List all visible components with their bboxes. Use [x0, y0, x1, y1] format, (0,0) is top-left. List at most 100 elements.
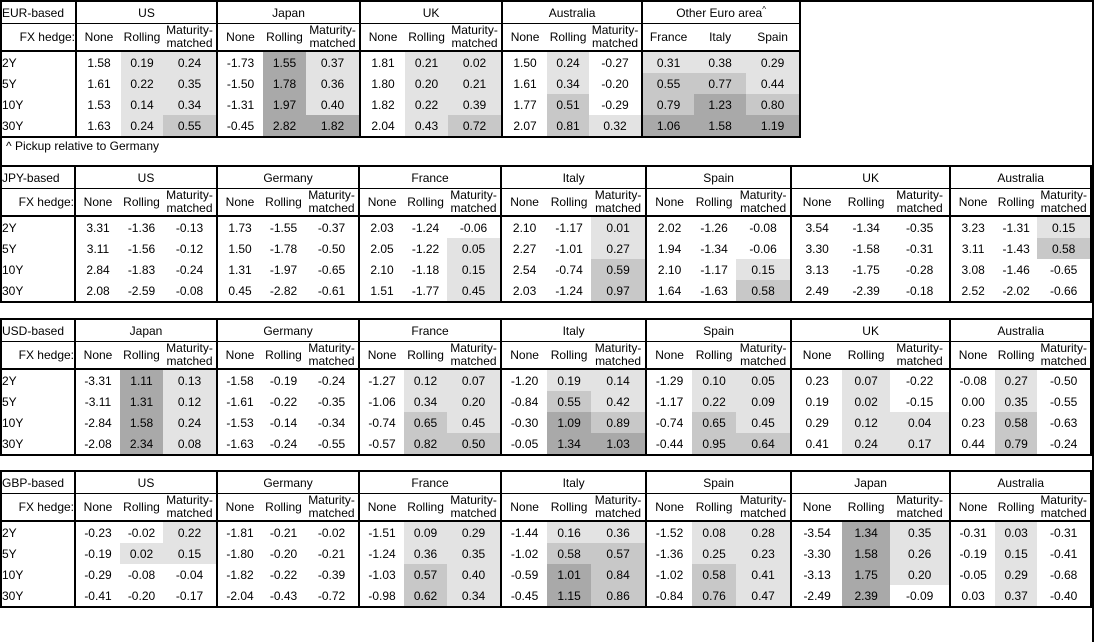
- hedge-column-header: Maturity-matched: [163, 188, 218, 217]
- hedge-column-header: Rolling: [842, 493, 891, 522]
- value-cell: 0.51: [547, 94, 590, 115]
- value-cell: -0.21: [269, 525, 298, 540]
- value-cell: 0.14: [121, 94, 163, 115]
- hedge-column-header: Rolling: [547, 188, 592, 217]
- value-cell: 0.12: [163, 391, 218, 412]
- hedge-column-header: Maturity-matched: [736, 188, 792, 217]
- hedge-column-header: Rolling: [262, 341, 306, 370]
- value-cell: 0.14: [591, 369, 647, 391]
- value-cell: -1.20: [500, 369, 548, 391]
- value-cell: 0.58: [547, 543, 592, 564]
- tenor-label: 2Y: [2, 525, 17, 540]
- value-cell: -0.22: [269, 394, 298, 409]
- hedge-column-header: Maturity-matched: [447, 341, 502, 370]
- hedge-column-header: Maturity-matched: [890, 188, 951, 217]
- value-cell: 1.82: [306, 115, 361, 137]
- value-cell: 0.25: [692, 543, 737, 564]
- value-cell: 2.49: [790, 280, 843, 302]
- hedge-column-header: None: [949, 341, 996, 370]
- value-cell: 0.64: [736, 433, 792, 455]
- tenor-row-10y: 10Y -2.84 1.58 0.24 -1.53 -0.14 -0.34 -0.74 0.65…: [1, 412, 1091, 433]
- value-cell: -0.55: [317, 436, 346, 451]
- hedge-column-header: Rolling: [995, 341, 1038, 370]
- hedge-column-header: None: [645, 188, 693, 217]
- value-cell: -0.20: [269, 546, 298, 561]
- hedge-column-header: None: [216, 493, 263, 522]
- value-cell: -1.58: [852, 241, 880, 256]
- country-header-row: GBP-based US Germany France Italy Spain Japan A…: [1, 471, 1092, 494]
- value-cell: -0.31: [1049, 525, 1078, 540]
- value-cell: 0.27: [995, 369, 1038, 391]
- value-cell: -0.65: [1049, 262, 1078, 277]
- value-cell: 2.54: [500, 259, 548, 280]
- value-cell: 0.21: [448, 73, 503, 94]
- value-cell: -0.63: [1049, 415, 1078, 430]
- value-cell: -0.08: [749, 220, 777, 235]
- value-cell: 0.35: [890, 521, 951, 543]
- value-cell: 0.76: [692, 585, 737, 607]
- value-cell: 0.37: [306, 51, 361, 73]
- value-cell: -1.17: [645, 391, 693, 412]
- tenor-label: 5Y: [2, 76, 17, 91]
- tenor-label: 30Y: [2, 436, 24, 451]
- country-header: Spain: [645, 319, 792, 342]
- value-cell: 1.34: [547, 433, 592, 455]
- value-cell: -1.46: [1002, 262, 1030, 277]
- value-cell: -1.97: [269, 262, 298, 277]
- hedge-column-header: Rolling: [404, 341, 448, 370]
- value-cell: -1.02: [645, 564, 693, 585]
- value-cell: 0.02: [842, 391, 891, 412]
- value-cell: 0.44: [746, 73, 801, 94]
- value-cell: 2.10: [500, 216, 548, 238]
- value-cell: 2.04: [359, 115, 406, 137]
- value-cell: 1.63: [75, 115, 121, 137]
- value-cell: 0.05: [447, 238, 502, 259]
- hedge-column-header: Rolling: [995, 493, 1038, 522]
- hedge-column-header: Rolling: [120, 188, 163, 217]
- value-cell: 0.41: [790, 433, 843, 455]
- value-cell: 0.36: [306, 73, 361, 94]
- value-cell: 1.64: [645, 280, 693, 302]
- value-cell: 1.80: [359, 73, 406, 94]
- value-cell: 0.29: [790, 412, 843, 433]
- country-header: France: [358, 166, 502, 189]
- hedge-column-header: Maturity-matched: [591, 493, 647, 522]
- value-cell: 0.97: [591, 280, 647, 302]
- country-header: Japan: [216, 2, 361, 24]
- hedge-column-header: None: [74, 188, 120, 217]
- value-cell: 1.31: [216, 259, 263, 280]
- hedge-column-header: Rolling: [120, 341, 163, 370]
- value-cell: -0.31: [905, 241, 934, 256]
- value-cell: 0.45: [447, 412, 502, 433]
- country-header: UK: [790, 166, 951, 189]
- tenor-label: 2Y: [2, 220, 17, 235]
- country-header: Germany: [216, 166, 360, 189]
- value-cell: -0.57: [358, 433, 405, 455]
- value-cell: 0.59: [591, 259, 647, 280]
- value-cell: -0.08: [949, 369, 996, 391]
- hedge-column-header: Maturity-matched: [1037, 493, 1092, 522]
- value-cell: 2.03: [500, 280, 548, 302]
- hedge-column-header: Rolling: [692, 341, 737, 370]
- value-cell: 0.82: [404, 433, 448, 455]
- base-currency-label: USD-based: [1, 319, 75, 342]
- value-cell: -0.12: [175, 241, 204, 256]
- value-cell: 0.80: [746, 94, 801, 115]
- value-cell: 0.81: [547, 115, 590, 137]
- value-cell: -0.21: [317, 546, 346, 561]
- hedge-column-header: None: [645, 493, 693, 522]
- value-cell: -0.29: [601, 97, 629, 112]
- value-cell: -0.74: [645, 412, 693, 433]
- hedge-column-header: Rolling: [405, 23, 449, 52]
- tenor-label: 30Y: [2, 118, 24, 133]
- value-cell: -0.74: [358, 412, 405, 433]
- value-cell: 0.04: [890, 412, 951, 433]
- value-cell: -0.50: [1049, 373, 1078, 388]
- value-cell: -1.31: [1002, 220, 1030, 235]
- value-cell: 1.58: [842, 543, 891, 564]
- value-cell: 0.28: [736, 521, 792, 543]
- tenor-label: 10Y: [2, 567, 24, 582]
- value-cell: 0.02: [448, 51, 503, 73]
- value-cell: -0.84: [500, 391, 548, 412]
